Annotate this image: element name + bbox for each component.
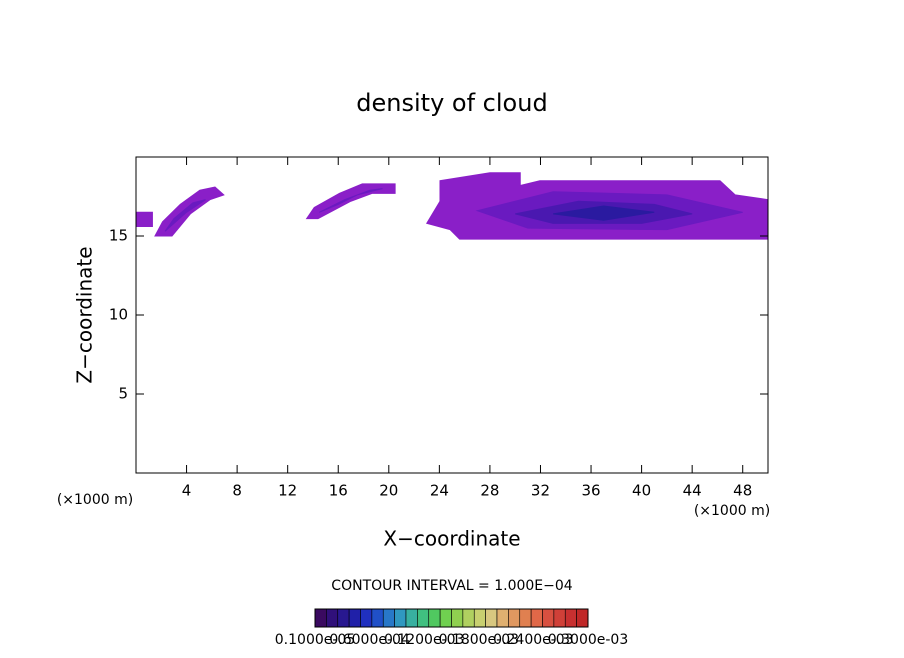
x-tick-label: 16 [329, 482, 348, 500]
colorbar-swatch [462, 608, 475, 628]
colorbar-swatch [326, 608, 339, 628]
colorbar-label: 0.1000e-05 [275, 632, 355, 648]
colorbar-swatch [428, 608, 441, 628]
y-tick-label: 5 [118, 385, 128, 403]
colorbar-label: 0.6000e-04 [329, 632, 410, 648]
x-tick-label: 40 [632, 482, 651, 500]
colorbar-swatch [485, 608, 498, 628]
x-axis-label: X−coordinate [383, 527, 520, 551]
x-tick-label: 36 [581, 482, 600, 500]
contour-region [319, 188, 383, 213]
colorbar-swatch [496, 608, 509, 628]
contour-region [305, 183, 396, 220]
colorbar-swatch [348, 608, 361, 628]
colorbar-swatch [451, 608, 464, 628]
x-tick-label: 8 [232, 482, 242, 500]
colorbar-swatch [576, 608, 589, 628]
colorbar-swatch [508, 608, 521, 628]
x-tick-label: 32 [531, 482, 550, 500]
colorbar-swatch [405, 608, 418, 628]
x-tick-label: 48 [733, 482, 752, 500]
x-tick-label: 24 [430, 482, 449, 500]
chart-title: density of cloud [356, 89, 547, 117]
colorbar-swatch [530, 608, 543, 628]
colorbar-swatch [564, 608, 577, 628]
contour-region [164, 199, 206, 232]
colorbar-swatch [417, 608, 430, 628]
colorbar-swatch [439, 608, 452, 628]
y-tick-label: 15 [109, 227, 128, 245]
colorbar-frame [314, 608, 589, 628]
colorbar-label: 0.2400e-03 [493, 632, 573, 648]
x-tick-label: 4 [182, 482, 192, 500]
x-tick-label: 20 [379, 482, 398, 500]
x-tick-label: 12 [278, 482, 297, 500]
x-unit-label: (×1000 m) [694, 503, 770, 519]
contour-region [135, 211, 153, 228]
x-unit-label: (×1000 m) [57, 492, 133, 508]
contour-note: CONTOUR INTERVAL = 1.000E−04 [331, 578, 572, 594]
colorbar-swatch [519, 608, 532, 628]
colorbar-swatch [473, 608, 486, 628]
colorbar-label: 0.1200e-03 [384, 632, 464, 648]
colorbar-label: 0.3000e-03 [548, 632, 628, 648]
contour-region [553, 205, 655, 221]
colorbar-swatch [360, 608, 373, 628]
x-tick-label: 28 [480, 482, 499, 500]
y-tick-label: 10 [109, 306, 128, 324]
colorbar-label: 0.1800e-03 [439, 632, 519, 648]
colorbar-swatch [553, 608, 566, 628]
y-axis-label: Z−coordinate [73, 246, 97, 383]
colorbar-swatch [382, 608, 395, 628]
colorbar-swatch [314, 608, 327, 628]
colorbar-swatch [371, 608, 384, 628]
colorbar-swatch [394, 608, 407, 628]
colorbar-swatch [337, 608, 350, 628]
x-tick-label: 44 [683, 482, 702, 500]
colorbar-swatch [542, 608, 555, 628]
